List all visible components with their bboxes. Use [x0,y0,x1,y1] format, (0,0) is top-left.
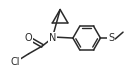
Text: N: N [49,33,56,43]
Text: S: S [108,33,114,43]
Text: O: O [25,33,33,43]
Text: Cl: Cl [10,57,20,67]
